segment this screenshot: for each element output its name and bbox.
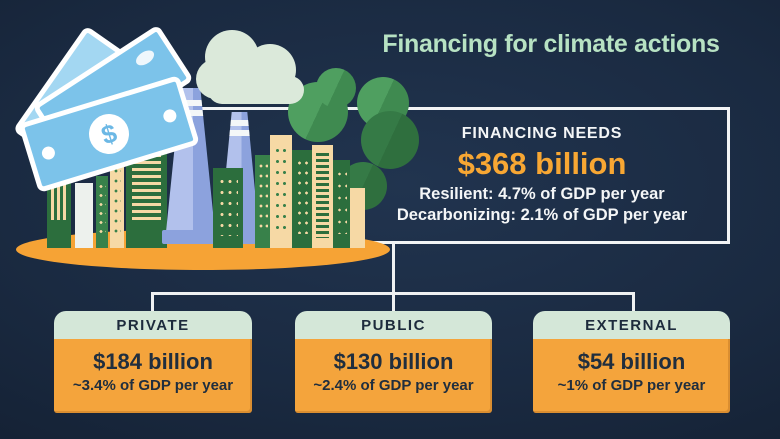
dollar-sign: $ — [84, 109, 134, 159]
source-box-public: PUBLIC $130 billion ~2.4% of GDP per yea… — [295, 311, 492, 413]
building — [333, 160, 350, 248]
source-body-public: $130 billion ~2.4% of GDP per year — [295, 339, 492, 413]
financing-needs-label: FINANCING NEEDS — [461, 125, 623, 143]
building — [75, 183, 93, 248]
source-box-private: PRIVATE $184 billion ~3.4% of GDP per ye… — [54, 311, 252, 413]
building — [350, 188, 365, 248]
source-header-private: PRIVATE — [54, 311, 252, 339]
source-header-external: EXTERNAL — [533, 311, 730, 339]
connector-stub-public — [392, 292, 395, 312]
source-amount-external: $54 billion — [577, 349, 686, 374]
source-header-public: PUBLIC — [295, 311, 492, 339]
source-body-external: $54 billion ~1% of GDP per year — [533, 339, 730, 413]
plant-leaves-icon — [361, 111, 419, 169]
connector-stub-private — [151, 292, 154, 312]
building — [255, 155, 271, 248]
decarbonizing-line: Decarbonizing: 2.1% of GDP per year — [396, 206, 688, 224]
tower-base — [162, 230, 219, 244]
source-amount-public: $130 billion — [333, 349, 454, 374]
page-title: Financing for climate actions — [382, 30, 720, 58]
building — [96, 176, 108, 248]
building — [312, 145, 333, 248]
connector-stub-external — [632, 292, 635, 312]
source-body-private: $184 billion ~3.4% of GDP per year — [54, 339, 252, 413]
building — [270, 135, 292, 248]
resilient-line: Resilient: 4.7% of GDP per year — [419, 185, 665, 204]
source-share-public: ~2.4% of GDP per year — [313, 377, 474, 394]
financing-needs-content: FINANCING NEEDS $368 billion Resilient: … — [355, 107, 729, 244]
financing-needs-panel — [170, 107, 730, 244]
cloud-icon — [208, 76, 304, 104]
building — [213, 168, 243, 248]
plant-leaves-icon — [316, 68, 356, 108]
source-box-external: EXTERNAL $54 billion ~1% of GDP per year — [533, 311, 730, 413]
eco-city-illustration: $ — [0, 0, 440, 290]
source-share-private: ~3.4% of GDP per year — [72, 377, 234, 394]
connector-trunk — [392, 241, 395, 295]
building — [292, 150, 312, 248]
source-share-external: ~1% of GDP per year — [557, 377, 706, 394]
building — [110, 148, 124, 248]
financing-needs-amount: $368 billion — [457, 146, 627, 182]
source-amount-private: $184 billion — [93, 349, 213, 374]
